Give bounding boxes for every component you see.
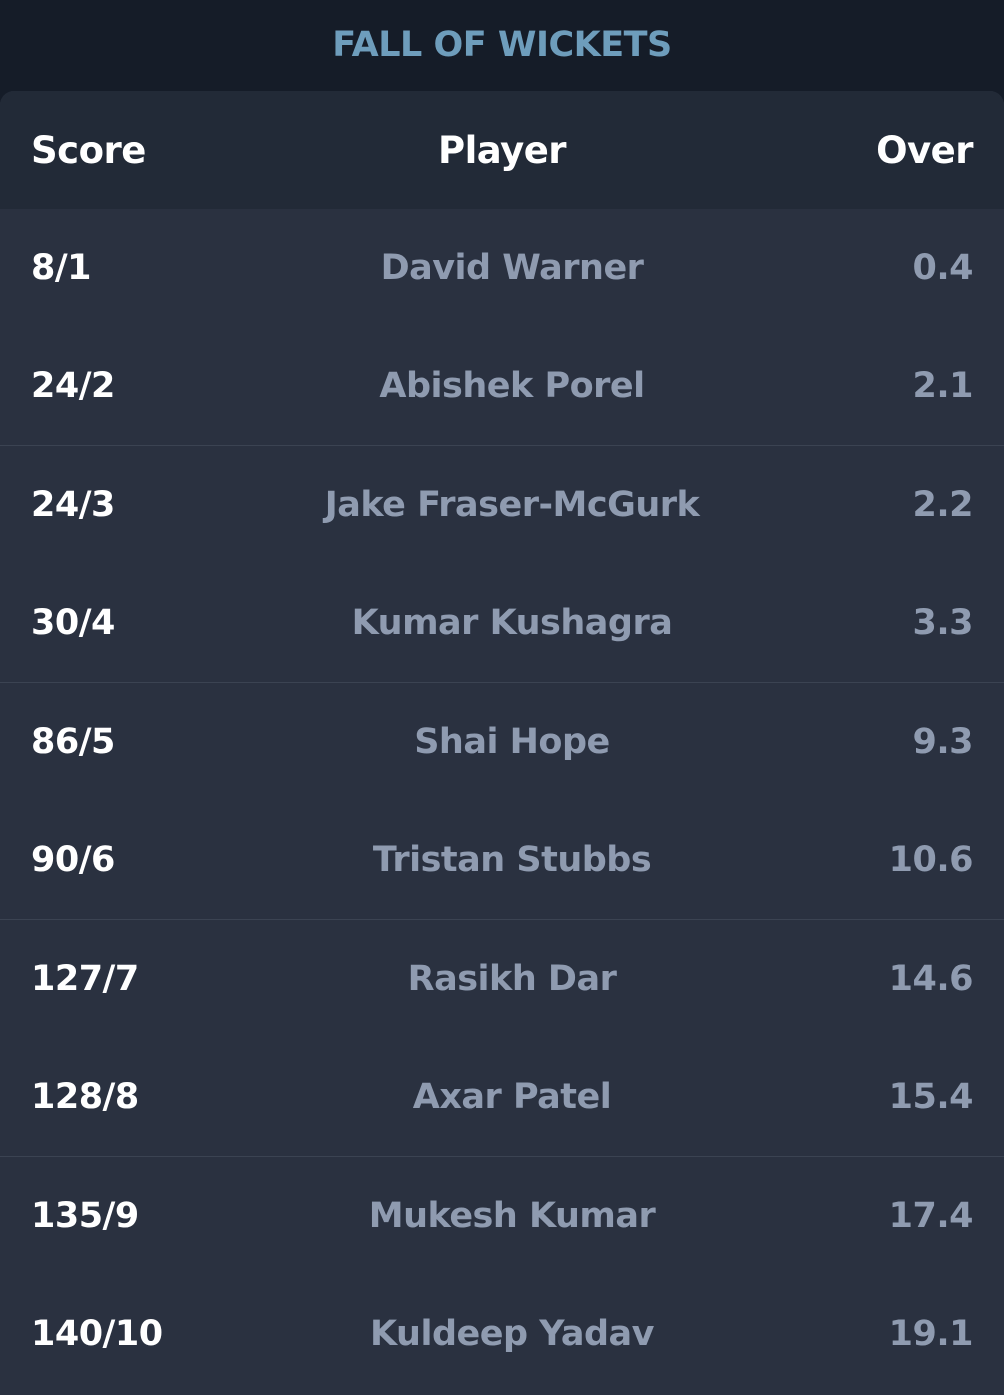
player-cell: Kuldeep Yadav — [370, 1314, 654, 1354]
over-cell: 19.1 — [888, 1314, 974, 1354]
score-cell: 128/8 — [31, 1077, 139, 1117]
row-group: 86/5 Shai Hope 9.3 90/6 Tristan Stubbs 1… — [0, 683, 1004, 920]
header-score: Score — [31, 128, 146, 172]
player-cell: Jake Fraser-McGurk — [324, 485, 700, 525]
table-row: 140/10 Kuldeep Yadav 19.1 — [0, 1275, 1004, 1393]
player-cell: David Warner — [380, 248, 644, 288]
over-cell: 2.1 — [912, 366, 973, 406]
score-cell: 135/9 — [31, 1196, 139, 1236]
score-cell: 8/1 — [31, 248, 92, 288]
player-cell: Kumar Kushagra — [351, 603, 673, 643]
score-cell: 90/6 — [31, 840, 115, 880]
over-cell: 0.4 — [912, 248, 973, 288]
table-row: 86/5 Shai Hope 9.3 — [0, 683, 1004, 801]
section-title: FALL OF WICKETS — [332, 25, 672, 65]
player-cell: Abishek Porel — [379, 366, 645, 406]
row-group: 127/7 Rasikh Dar 14.6 128/8 Axar Patel 1… — [0, 920, 1004, 1157]
table-row: 128/8 Axar Patel 15.4 — [0, 1038, 1004, 1156]
player-cell: Tristan Stubbs — [372, 840, 652, 880]
over-cell: 17.4 — [888, 1196, 974, 1236]
table-row: 135/9 Mukesh Kumar 17.4 — [0, 1157, 1004, 1275]
header-player: Player — [437, 128, 567, 172]
player-cell: Mukesh Kumar — [368, 1196, 656, 1236]
over-cell: 15.4 — [888, 1077, 974, 1117]
over-cell: 2.2 — [912, 485, 973, 525]
over-cell: 9.3 — [912, 722, 973, 762]
table-row: 127/7 Rasikh Dar 14.6 — [0, 920, 1004, 1038]
score-cell: 86/5 — [31, 722, 115, 762]
wickets-table: Score Player Over 8/1 David Warner 0.4 2… — [0, 91, 1004, 1395]
score-cell: 127/7 — [31, 959, 139, 999]
table-header: Score Player Over — [0, 91, 1004, 209]
over-cell: 14.6 — [888, 959, 974, 999]
table-row: 90/6 Tristan Stubbs 10.6 — [0, 801, 1004, 919]
table-row: 24/3 Jake Fraser-McGurk 2.2 — [0, 446, 1004, 564]
over-cell: 10.6 — [888, 840, 974, 880]
row-group: 24/3 Jake Fraser-McGurk 2.2 30/4 Kumar K… — [0, 446, 1004, 683]
player-cell: Shai Hope — [414, 722, 610, 762]
title-bar: FALL OF WICKETS — [0, 0, 1004, 90]
score-cell: 24/3 — [31, 485, 115, 525]
over-cell: 3.3 — [912, 603, 973, 643]
row-group: 8/1 David Warner 0.4 24/2 Abishek Porel … — [0, 209, 1004, 446]
score-cell: 24/2 — [31, 366, 115, 406]
header-over: Over — [876, 128, 973, 172]
row-group: 135/9 Mukesh Kumar 17.4 140/10 Kuldeep Y… — [0, 1157, 1004, 1394]
table-row: 30/4 Kumar Kushagra 3.3 — [0, 564, 1004, 682]
score-cell: 30/4 — [31, 603, 115, 643]
player-cell: Rasikh Dar — [407, 959, 617, 999]
score-cell: 140/10 — [31, 1314, 163, 1354]
table-row: 24/2 Abishek Porel 2.1 — [0, 327, 1004, 445]
player-cell: Axar Patel — [412, 1077, 612, 1117]
table-row: 8/1 David Warner 0.4 — [0, 209, 1004, 327]
